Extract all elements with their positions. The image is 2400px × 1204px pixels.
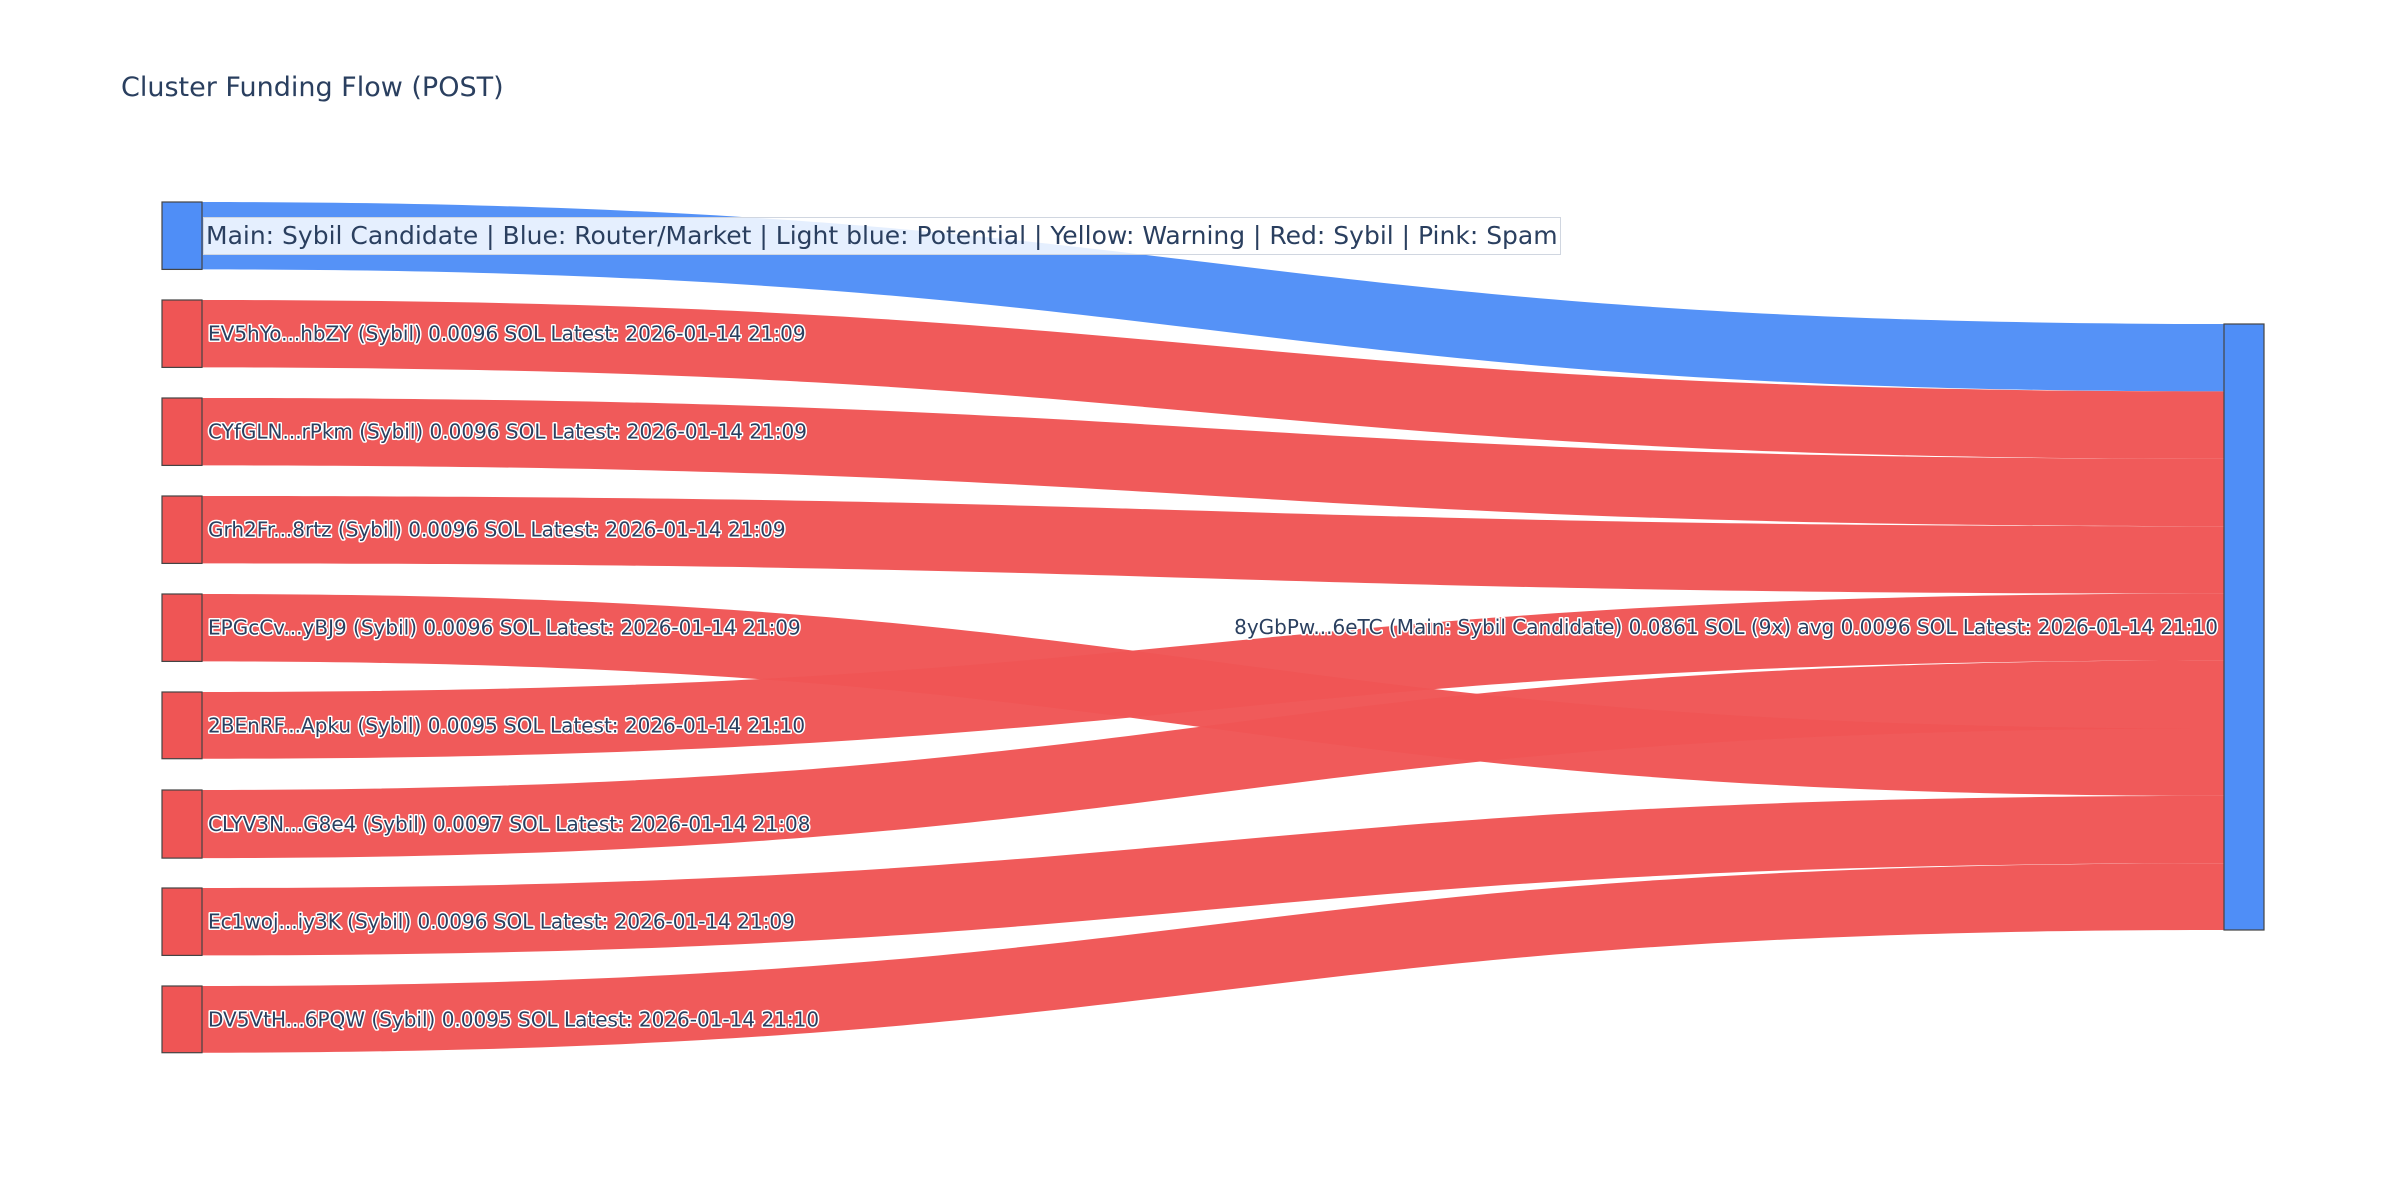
flow-link-2 [202,398,2224,527]
links-layer [202,202,2224,1053]
source-node-4 [161,593,203,663]
chart-title: Cluster Funding Flow (POST) [121,72,504,103]
target-node [2223,323,2265,931]
source-label-2: CYfGLN...rPkm (Sybil) 0.0096 SOL Latest:… [208,420,807,444]
flow-link-7 [202,795,2224,956]
legend-annotation: Main: Sybil Candidate | Blue: Router/Mar… [203,217,1561,255]
source-node-3 [161,495,203,565]
labels-layer: EV5hYo...hbZY (Sybil) 0.0096 SOL Latest:… [207,320,2220,1033]
source-label-7: Ec1woj...iy3K (Sybil) 0.0096 SOL Latest:… [208,910,795,934]
flow-link-5 [202,593,2224,759]
source-label-4: EPGcCv...yBJ9 (Sybil) 0.0096 SOL Latest:… [208,616,801,640]
source-node-8 [161,985,203,1054]
source-node-6 [161,789,203,859]
flow-link-1 [202,300,2224,459]
nodes-layer [161,201,2265,1054]
source-label-1: EV5hYo...hbZY (Sybil) 0.0096 SOL Latest:… [208,322,806,346]
source-node-2 [161,397,203,467]
source-label-3: Grh2Fr...8rtz (Sybil) 0.0096 SOL Latest:… [208,518,786,542]
source-node-1 [161,299,203,369]
flow-link-3 [202,496,2224,594]
source-label-6: CLYV3N...G8e4 (Sybil) 0.0097 SOL Latest:… [208,812,810,836]
source-node-5 [161,691,203,760]
flow-link-8 [202,863,2224,1053]
flow-link-6 [202,660,2224,859]
target-label: 8yGbPw...6eTC (Main: Sybil Candidate) 0.… [1234,615,2218,639]
source-node-7 [161,887,203,957]
source-label-5: 2BEnRF...Apku (Sybil) 0.0095 SOL Latest:… [208,713,805,737]
source-label-8: DV5VtH...6PQW (Sybil) 0.0095 SOL Latest:… [208,1007,819,1031]
source-node-0 [161,201,203,271]
